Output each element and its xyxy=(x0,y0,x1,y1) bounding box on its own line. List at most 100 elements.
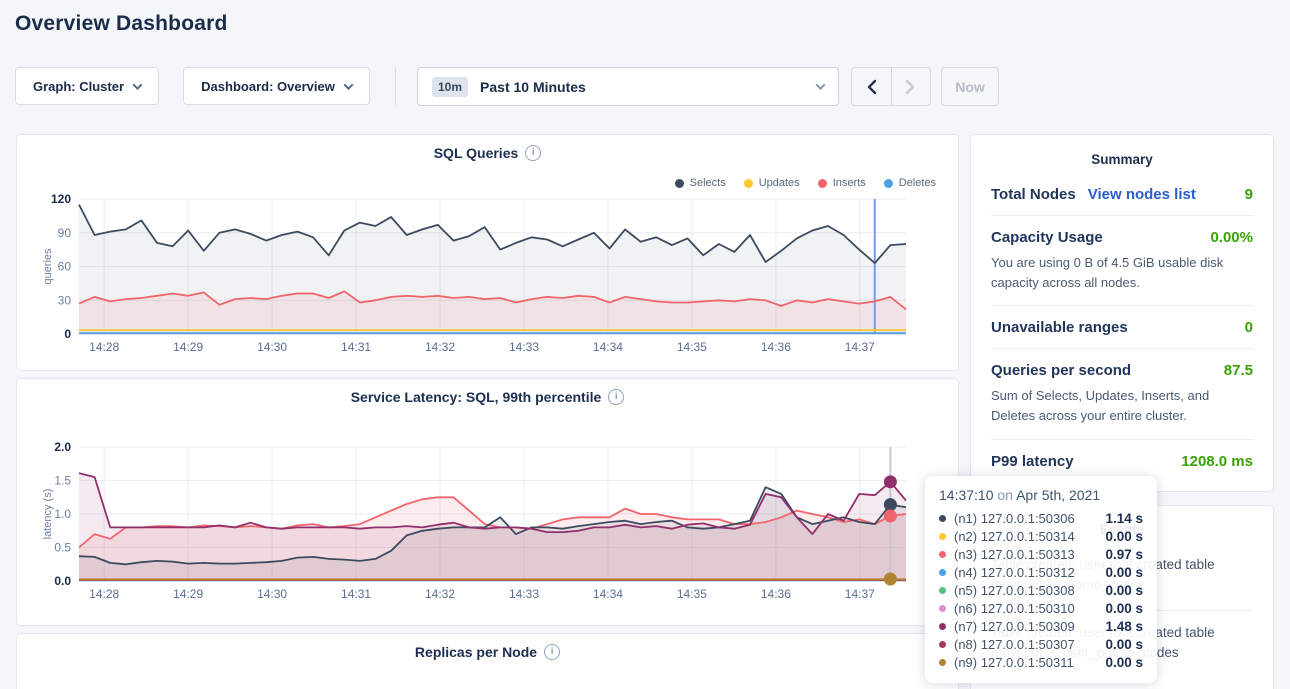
capacity-desc: You are using 0 B of 4.5 GiB usable disk… xyxy=(991,255,1224,291)
time-step-buttons xyxy=(851,67,931,106)
svg-text:0.0: 0.0 xyxy=(54,574,71,588)
replicas-chart-header: Replicas per Node i xyxy=(17,644,958,660)
svg-text:30: 30 xyxy=(58,293,72,307)
svg-text:14:30: 14:30 xyxy=(257,587,287,601)
svg-text:14:28: 14:28 xyxy=(89,587,119,601)
legend-item-updates[interactable]: Updates xyxy=(743,177,800,189)
node-address: (n7) 127.0.0.1:50309 xyxy=(954,618,1075,634)
dashboard-dropdown-label: Dashboard: Overview xyxy=(201,78,335,94)
svg-text:14:29: 14:29 xyxy=(173,340,203,354)
svg-text:14:28: 14:28 xyxy=(89,340,119,354)
view-nodes-list-link[interactable]: View nodes list xyxy=(1087,186,1196,203)
summary-total-nodes: Total Nodes View nodes list 9 xyxy=(991,173,1253,216)
sql-queries-plot[interactable]: 0 30 60 90 120 14:28 14:29 14:30 14:31 14:32 14:33… xyxy=(17,135,960,372)
summary-p99: P99 latency 1208.0 ms xyxy=(991,440,1253,482)
chart-title: Service Latency: SQL, 99th percentile xyxy=(350,389,602,405)
svg-text:60: 60 xyxy=(58,260,72,274)
svg-text:14:32: 14:32 xyxy=(425,340,455,354)
legend-dot xyxy=(817,178,827,188)
toolbar-divider xyxy=(395,67,396,105)
node-address: (n9) 127.0.0.1:50311 xyxy=(954,654,1074,670)
dashboard-dropdown[interactable]: Dashboard: Overview xyxy=(183,67,370,105)
svg-text:14:33: 14:33 xyxy=(509,340,539,354)
node-latency-value: 0.00 s xyxy=(1105,582,1143,598)
page-title: Overview Dashboard xyxy=(15,12,228,35)
svg-text:14:29: 14:29 xyxy=(173,587,203,601)
sql-queries-chart-header: SQL Queries i xyxy=(17,145,958,161)
chevron-down-icon xyxy=(132,79,143,90)
node-latency-value: 1.48 s xyxy=(1105,618,1143,634)
qps-desc: Sum of Selects, Updates, Inserts, and De… xyxy=(991,388,1210,424)
svg-text:14:37: 14:37 xyxy=(845,340,875,354)
node-address: (n4) 127.0.0.1:50312 xyxy=(954,564,1075,580)
sql-queries-chart-card: SQL Queries i Selects Updates Inserts Delet… xyxy=(16,134,959,371)
qps-label: Queries per second xyxy=(991,362,1132,380)
legend-item-inserts[interactable]: Inserts xyxy=(817,177,866,189)
tooltip-node-row: (n5) 127.0.0.1:50308 0.00 s xyxy=(939,581,1143,599)
qps-value: 87.5 xyxy=(1223,362,1253,380)
svg-text:0: 0 xyxy=(64,327,71,341)
svg-text:14:36: 14:36 xyxy=(761,587,791,601)
tooltip-timestamp: 14:37:10 on Apr 5th, 2021 xyxy=(939,487,1143,503)
svg-text:14:37: 14:37 xyxy=(845,587,875,601)
tooltip-node-row: (n6) 127.0.0.1:50310 0.00 s xyxy=(939,599,1143,617)
summary-qps: Queries per second 87.5 Sum of Selects, … xyxy=(991,349,1253,440)
node-color-dot xyxy=(939,568,946,576)
svg-text:queries: queries xyxy=(42,248,54,285)
now-button[interactable]: Now xyxy=(941,67,999,106)
svg-text:14:34: 14:34 xyxy=(593,340,623,354)
tooltip-on-word: on xyxy=(997,487,1013,503)
chart-title: SQL Queries xyxy=(433,145,519,161)
info-icon[interactable]: i xyxy=(525,145,542,161)
node-color-dot xyxy=(939,532,946,540)
node-latency-value: 0.97 s xyxy=(1105,546,1143,562)
total-nodes-value: 9 xyxy=(1244,186,1253,203)
chevron-right-icon xyxy=(906,79,915,94)
info-icon[interactable]: i xyxy=(608,389,625,405)
svg-text:14:30: 14:30 xyxy=(257,340,287,354)
unavailable-ranges-label: Unavailable ranges xyxy=(991,319,1128,337)
node-color-dot xyxy=(939,658,946,666)
chevron-left-icon xyxy=(867,79,876,94)
svg-text:14:34: 14:34 xyxy=(593,587,623,601)
service-latency-plot[interactable]: 0.0 0.5 1.0 1.5 2.0 14:28 14:29 14:30 14:31 14:32… xyxy=(17,379,960,627)
summary-panel: Summary Total Nodes View nodes list 9 Ca… xyxy=(970,134,1274,492)
capacity-label: Capacity Usage xyxy=(991,229,1103,246)
service-latency-chart-card: Service Latency: SQL, 99th percentile i … xyxy=(16,378,959,626)
node-latency-value: 0.00 s xyxy=(1105,636,1143,652)
prev-time-button[interactable] xyxy=(852,68,891,105)
node-latency-value: 0.00 s xyxy=(1105,564,1143,580)
tooltip-node-row: (n1) 127.0.0.1:50306 1.14 s xyxy=(939,509,1143,527)
info-icon[interactable]: i xyxy=(544,644,561,660)
legend-dot xyxy=(883,178,893,188)
time-range-picker[interactable]: 10m Past 10 Minutes xyxy=(417,67,839,106)
svg-text:14:31: 14:31 xyxy=(341,587,371,601)
node-color-dot xyxy=(939,604,946,612)
graph-dropdown[interactable]: Graph: Cluster xyxy=(15,67,159,105)
replicas-per-node-chart-card: Replicas per Node i xyxy=(16,633,959,689)
legend-item-selects[interactable]: Selects xyxy=(674,177,726,189)
legend-item-deletes[interactable]: Deletes xyxy=(883,177,936,189)
node-address: (n5) 127.0.0.1:50308 xyxy=(954,582,1075,598)
node-color-dot xyxy=(939,550,946,558)
summary-capacity: Capacity Usage 0.00% You are using 0 B o… xyxy=(991,216,1253,307)
node-address: (n1) 127.0.0.1:50306 xyxy=(954,510,1075,526)
node-latency-value: 0.00 s xyxy=(1105,600,1143,616)
next-time-button[interactable] xyxy=(890,68,931,105)
node-address: (n3) 127.0.0.1:50313 xyxy=(954,546,1075,562)
chevron-down-icon xyxy=(343,79,354,90)
svg-text:14:32: 14:32 xyxy=(425,587,455,601)
svg-text:14:35: 14:35 xyxy=(677,587,707,601)
tooltip-node-row: (n7) 127.0.0.1:50309 1.48 s xyxy=(939,617,1143,635)
svg-text:0.5: 0.5 xyxy=(54,541,71,555)
node-latency-value: 0.00 s xyxy=(1105,654,1143,670)
p99-label: P99 latency xyxy=(991,452,1074,470)
toolbar: Graph: Cluster Dashboard: Overview 10m P… xyxy=(0,67,1290,106)
svg-text:120: 120 xyxy=(51,192,71,206)
tooltip-node-row: (n9) 127.0.0.1:50311 0.00 s xyxy=(939,653,1143,671)
svg-text:14:36: 14:36 xyxy=(761,340,791,354)
tooltip-node-row: (n8) 127.0.0.1:50307 0.00 s xyxy=(939,635,1143,653)
total-nodes-label: Total Nodes xyxy=(991,186,1076,203)
node-latency-value: 1.14 s xyxy=(1105,510,1143,526)
node-latency-value: 0.00 s xyxy=(1105,528,1143,544)
